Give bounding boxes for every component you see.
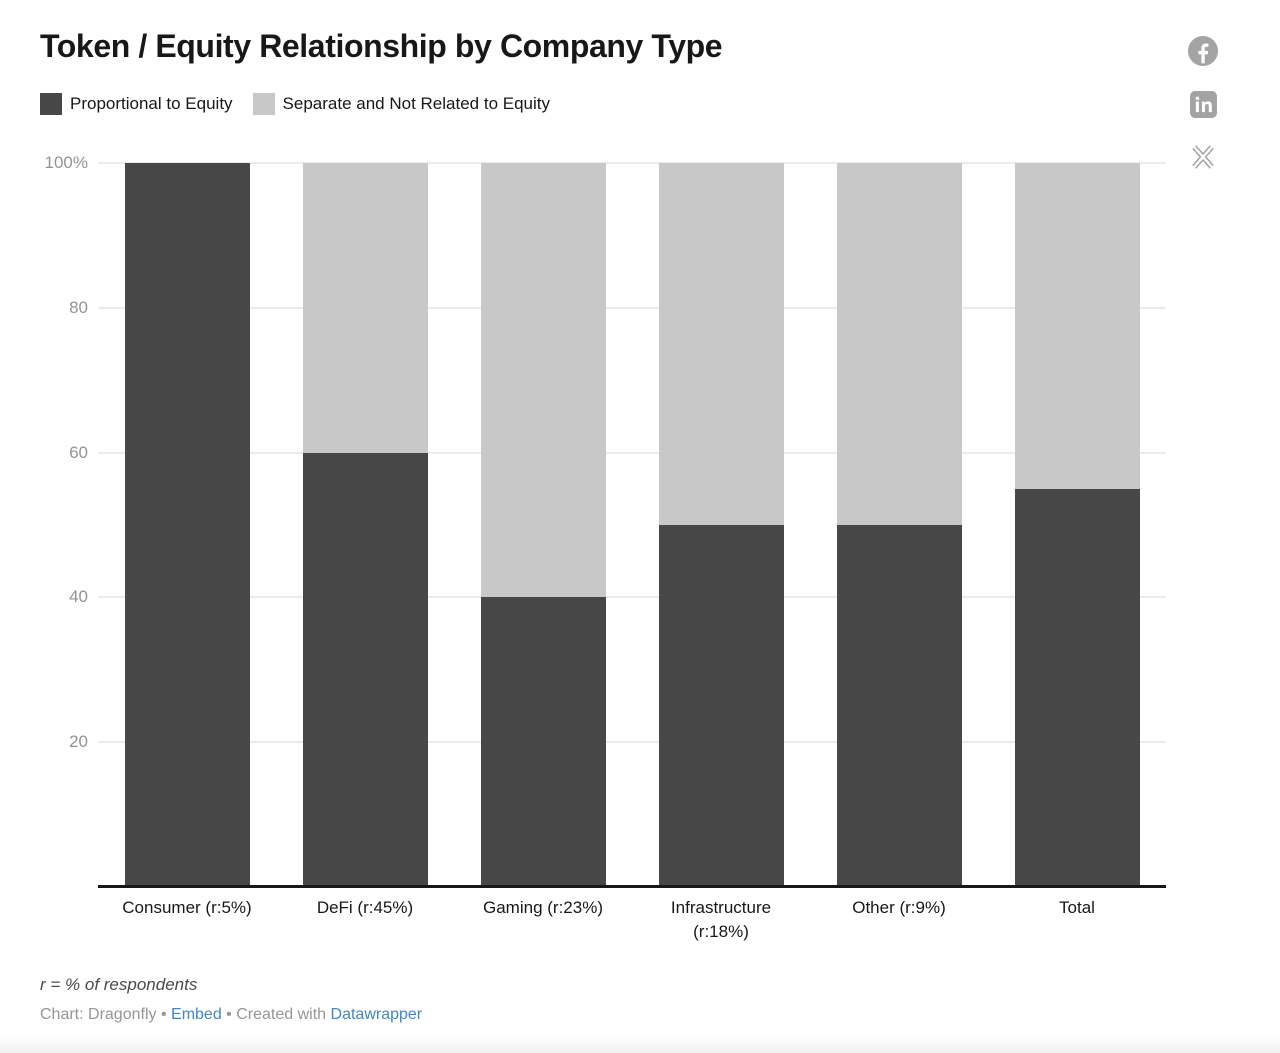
embed-link[interactable]: Embed [171,1006,222,1023]
bar-segment-separate [1014,163,1140,489]
gridline-20 [98,741,1166,744]
legend-label: Separate and Not Related to Equity [282,94,550,113]
x-icon [1189,145,1217,174]
social-share-bar [1188,36,1218,171]
x-axis-label: DeFi (r:45%) [316,898,414,917]
chart-legend: Proportional to Equity Separate and Not … [40,93,550,115]
y-tick-label: 60 [69,442,88,462]
bar-segment-separate [658,163,784,525]
gridline-80 [98,306,1166,309]
bar-segment-separate [302,163,428,453]
gridline-60 [98,451,1166,454]
linkedin-icon [1189,91,1217,121]
x-share-button[interactable] [1189,143,1217,171]
page-bottom-fade [0,1037,1280,1053]
legend-swatch-light [252,93,275,115]
gridline-40 [98,596,1166,599]
attribution-created-with: Created with [236,1006,327,1023]
bar-segment-proportional [836,525,962,887]
bar-segment-proportional [1014,488,1140,887]
y-tick-label: 20 [69,732,88,752]
gridline-100 [98,162,1166,164]
facebook-icon [1188,36,1218,69]
bar-segment-separate [836,163,962,525]
legend-label: Proportional to Equity [70,94,233,113]
footnote: r = % of respondents [40,975,198,994]
bar-segment-proportional [658,525,784,887]
legend-item-separate: Separate and Not Related to Equity [252,93,550,115]
bar-total [1014,163,1140,887]
bar-segment-separate [480,163,606,598]
bar-segment-proportional [124,163,250,887]
attribution-source: Chart: Dragonfly [40,1006,157,1023]
bar-consumer [124,163,250,887]
bar-segment-proportional [302,452,428,887]
y-tick-label: 100% [44,153,88,172]
bar-gaming [480,163,606,887]
x-axis-label: Gaming (r:23%) [483,898,603,917]
legend-swatch-dark [40,93,62,115]
x-axis-label: Infrastructure (r:18%) [670,898,772,941]
facebook-share-button[interactable] [1188,36,1218,66]
attribution: Chart: Dragonfly • Embed • Created with … [40,1006,422,1024]
chart-title: Token / Equity Relationship by Company T… [40,28,723,64]
x-axis-line [98,885,1166,888]
attribution-separator: • [160,1006,167,1023]
y-tick-label: 80 [69,297,88,317]
bar-defi [302,163,428,887]
y-tick-label: 40 [69,587,88,607]
legend-item-proportional: Proportional to Equity [40,93,233,115]
bar-segment-proportional [480,597,606,887]
bar-infrastructure [658,163,784,887]
x-axis-label: Total [1059,898,1095,917]
attribution-separator: • [226,1006,232,1023]
plot-area [98,162,1166,887]
bar-other [836,163,962,887]
x-axis-label: Other (r:9%) [852,898,946,917]
datawrapper-link[interactable]: Datawrapper [330,1006,423,1023]
y-axis-labels: 100% 80 60 40 20 [40,153,88,887]
linkedin-share-button[interactable] [1189,91,1217,121]
x-axis-label: Consumer (r:5%) [122,898,252,917]
